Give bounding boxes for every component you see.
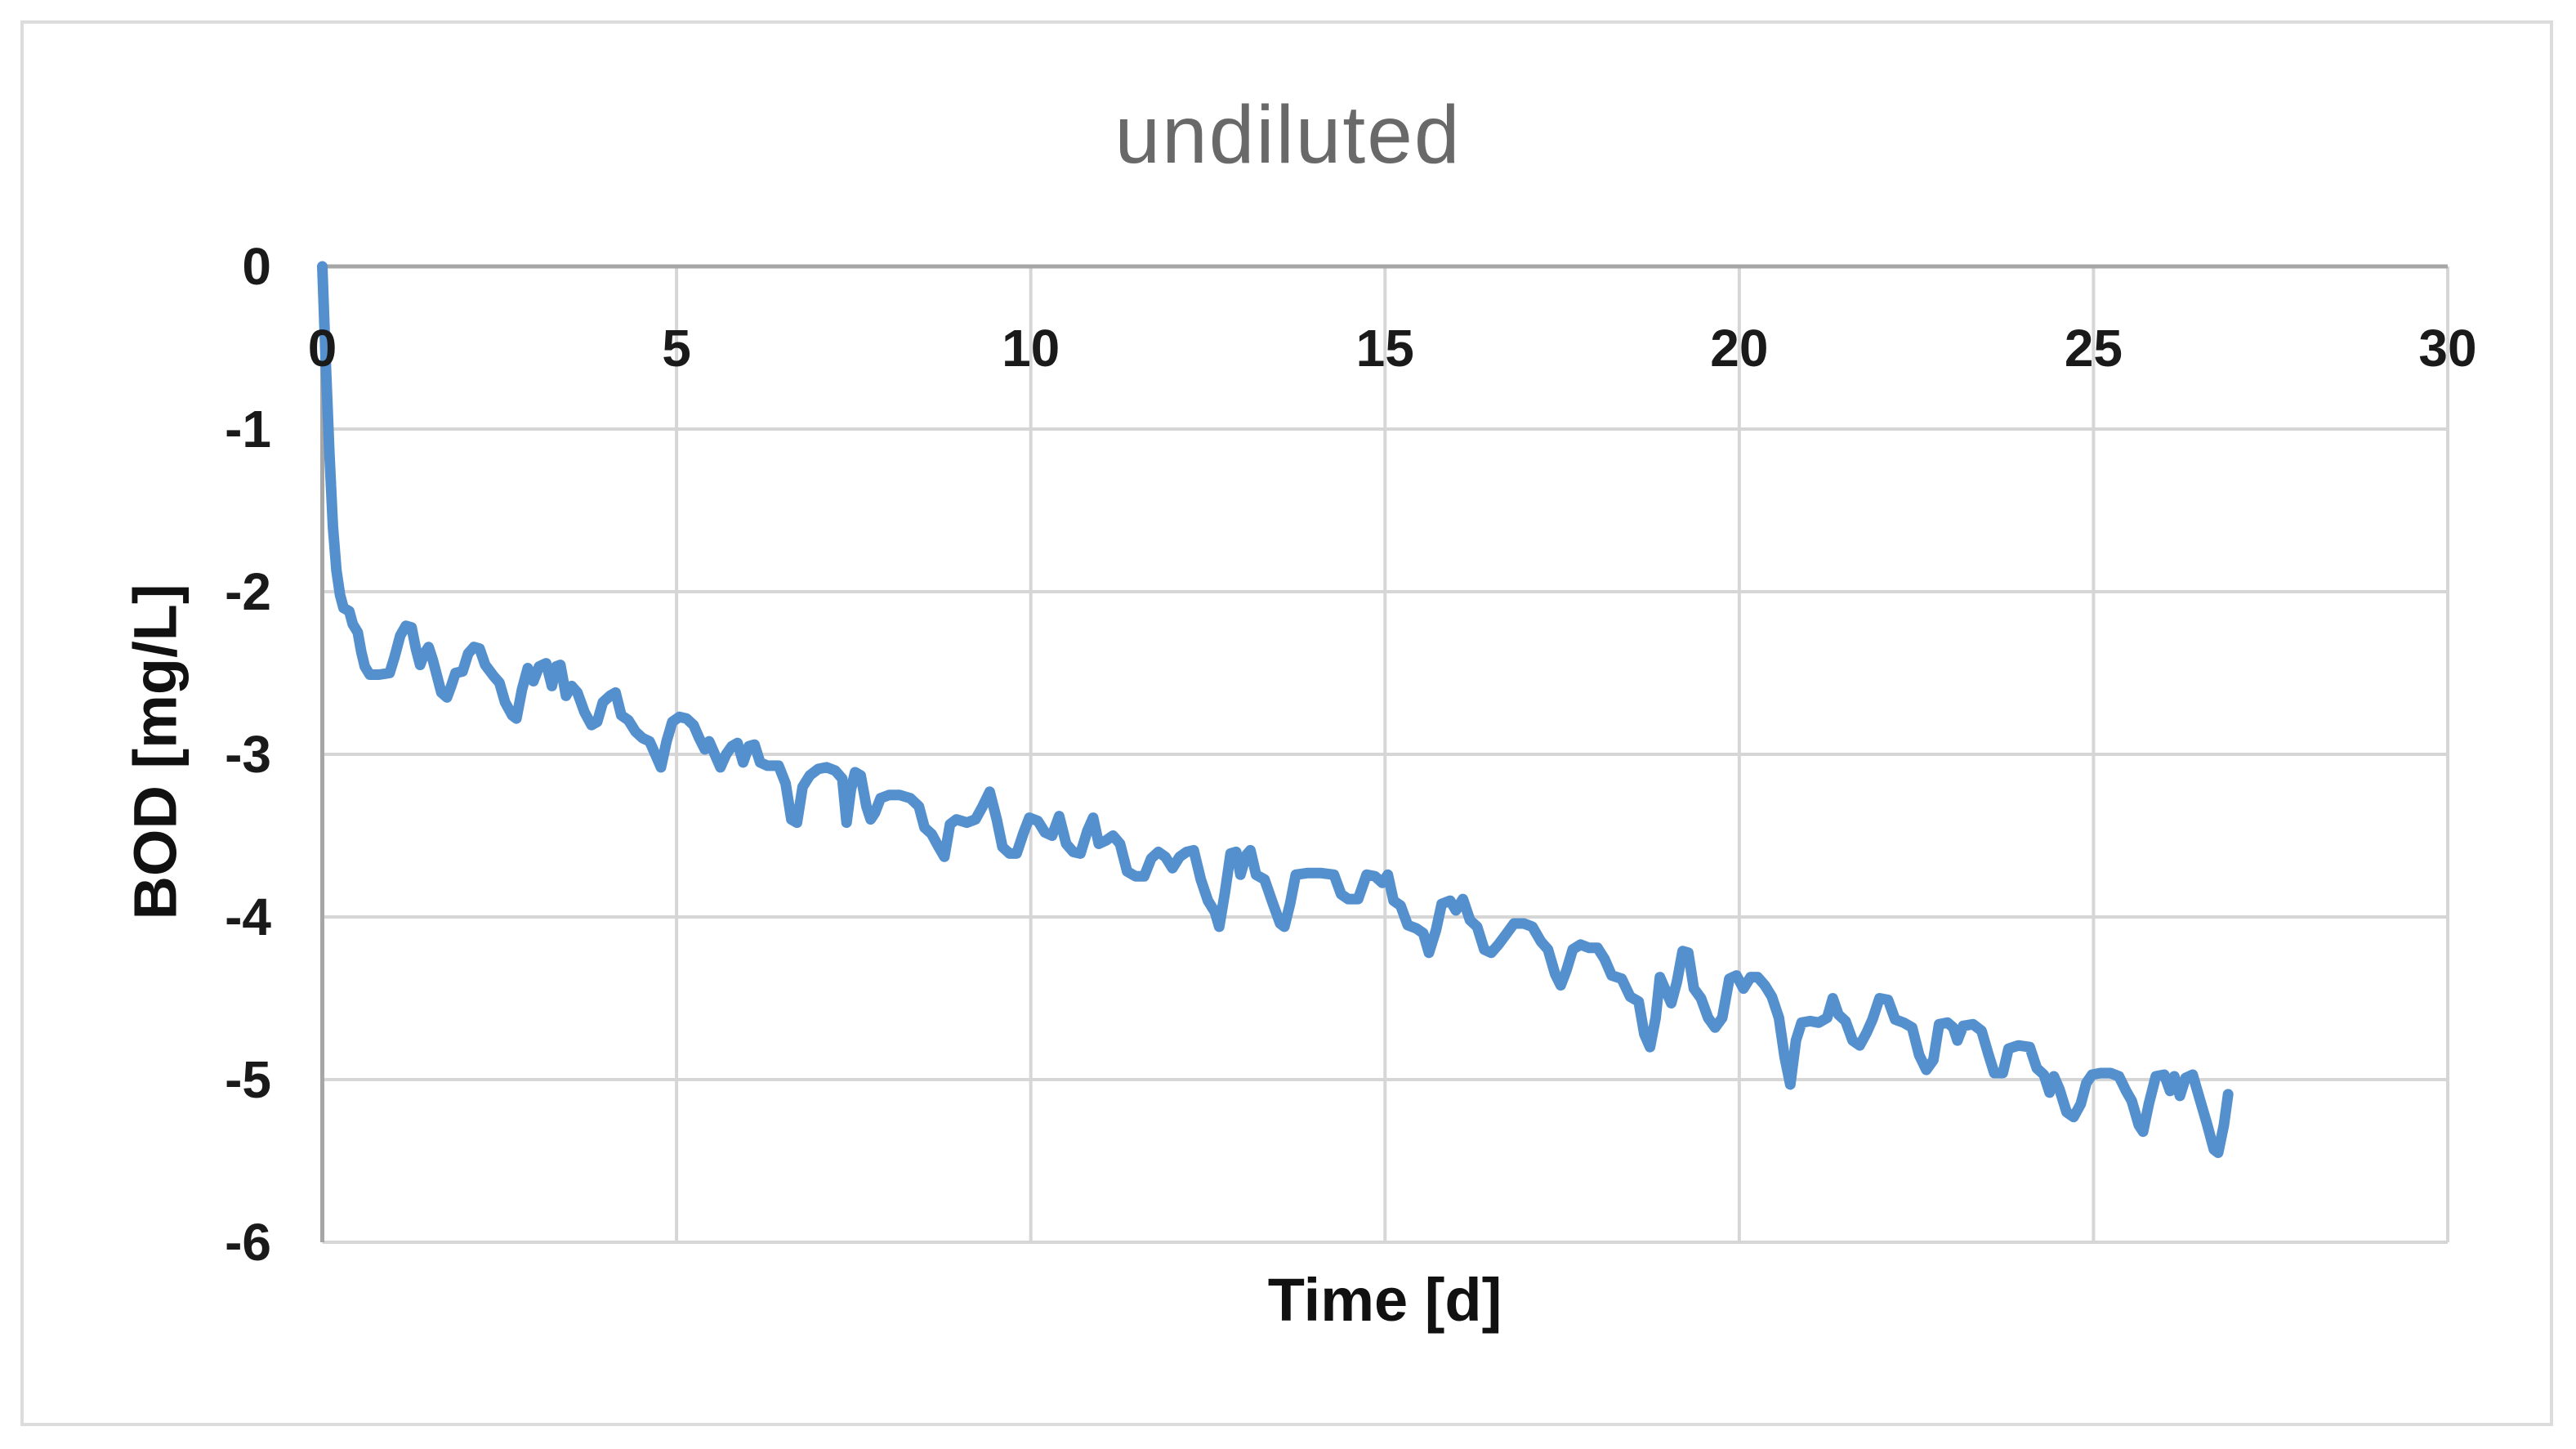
data-series-line bbox=[317, 261, 2234, 1158]
y-tick-label: -6 bbox=[225, 1213, 271, 1272]
x-tick-label: 0 bbox=[307, 319, 337, 378]
x-tick-label: 20 bbox=[1710, 319, 1769, 378]
x-tick-label: 15 bbox=[1355, 319, 1414, 378]
y-tick-label: 0 bbox=[242, 237, 271, 296]
y-tick-label: -5 bbox=[225, 1050, 271, 1109]
y-tick-label: -2 bbox=[225, 562, 271, 621]
x-tick-label: 5 bbox=[662, 319, 691, 378]
x-axis-title: Time [d] bbox=[1267, 1266, 1502, 1334]
y-tick-label: -1 bbox=[225, 400, 271, 458]
chart-title: undiluted bbox=[1114, 89, 1462, 181]
x-tick-label: 10 bbox=[1002, 319, 1060, 378]
chart-frame bbox=[20, 20, 2553, 1426]
x-tick-label: 25 bbox=[2064, 319, 2123, 378]
x-tick-label: 30 bbox=[2418, 319, 2477, 378]
y-axis-title: BOD [mg/L] bbox=[121, 584, 190, 920]
y-tick-label: -3 bbox=[225, 725, 271, 784]
y-tick-label: -4 bbox=[225, 888, 271, 946]
